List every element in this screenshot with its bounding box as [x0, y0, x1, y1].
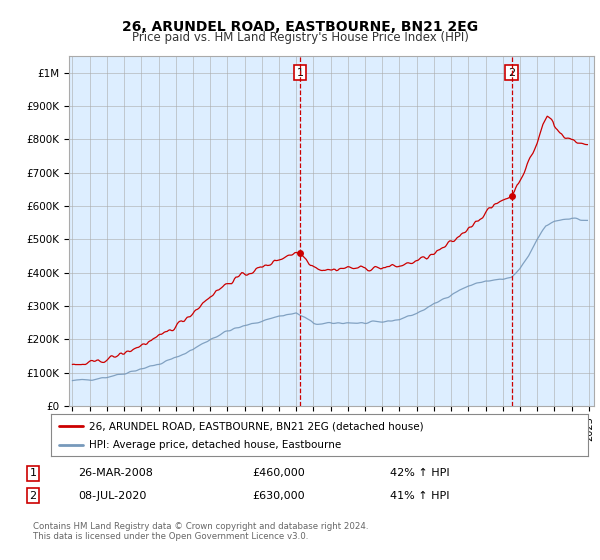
Text: 2: 2	[29, 491, 37, 501]
Text: £630,000: £630,000	[252, 491, 305, 501]
Text: 42% ↑ HPI: 42% ↑ HPI	[390, 468, 449, 478]
Text: Price paid vs. HM Land Registry's House Price Index (HPI): Price paid vs. HM Land Registry's House …	[131, 31, 469, 44]
Text: 1: 1	[296, 68, 304, 78]
Text: 26, ARUNDEL ROAD, EASTBOURNE, BN21 2EG: 26, ARUNDEL ROAD, EASTBOURNE, BN21 2EG	[122, 20, 478, 34]
Text: 26, ARUNDEL ROAD, EASTBOURNE, BN21 2EG (detached house): 26, ARUNDEL ROAD, EASTBOURNE, BN21 2EG (…	[89, 421, 423, 431]
Text: 08-JUL-2020: 08-JUL-2020	[78, 491, 146, 501]
Text: £460,000: £460,000	[252, 468, 305, 478]
Text: 41% ↑ HPI: 41% ↑ HPI	[390, 491, 449, 501]
Text: 26-MAR-2008: 26-MAR-2008	[78, 468, 153, 478]
Text: 2: 2	[508, 68, 515, 78]
Text: HPI: Average price, detached house, Eastbourne: HPI: Average price, detached house, East…	[89, 440, 341, 450]
Text: Contains HM Land Registry data © Crown copyright and database right 2024.
This d: Contains HM Land Registry data © Crown c…	[33, 522, 368, 542]
Text: 1: 1	[29, 468, 37, 478]
